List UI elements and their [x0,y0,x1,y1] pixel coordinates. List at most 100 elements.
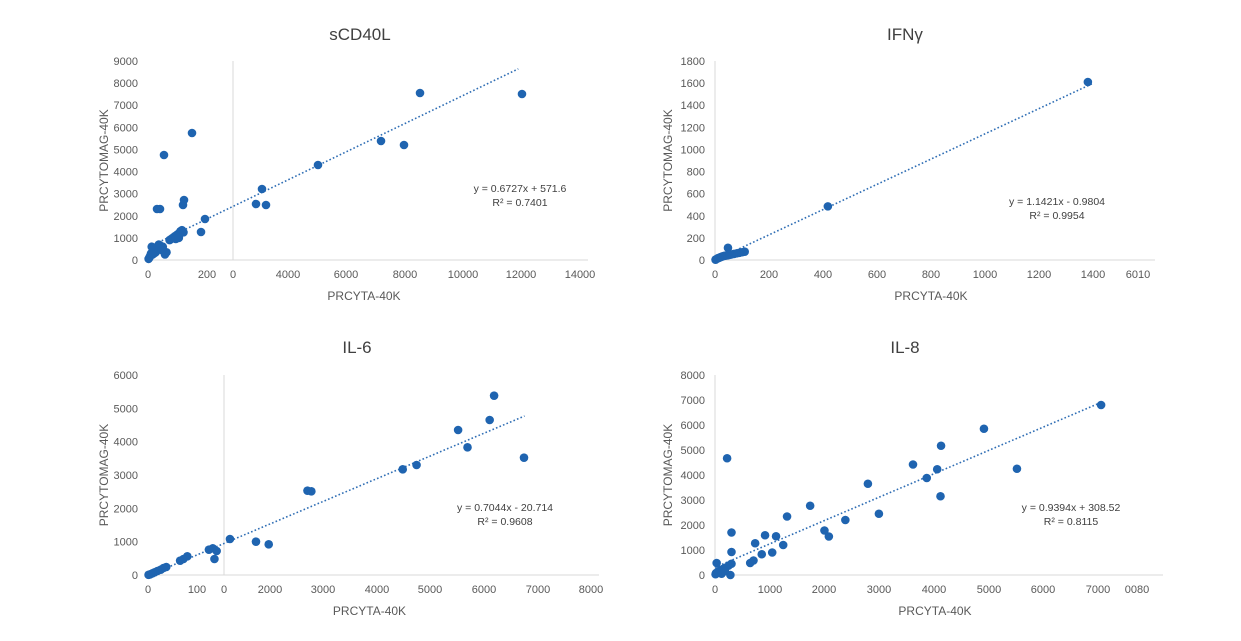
y-tick-label: 0 [699,570,705,582]
chart-il8: IL-8 0 1000 2000 3000 4000 5000 6000 7000 8000 0 10… [661,338,1163,618]
y-tick-label: 4000 [114,437,138,449]
data-point [155,204,165,214]
data-point [824,532,834,541]
data-point [212,546,221,556]
x-tick-label: 8000 [393,269,417,281]
data-point [727,528,736,537]
y-axis-label: PRCYTOMAG-40K [661,424,675,526]
x-tick-label: 14000 [565,269,596,281]
r-squared-label: R² = 0.9608 [477,516,532,528]
y-axis-label: PRCYTOMAG-40K [97,424,111,526]
data-point [1012,464,1022,474]
data-point [307,487,316,496]
data-point [778,540,788,550]
x-tick-label: 5000 [418,584,442,596]
data-point [932,464,942,474]
y-tick-label: 1000 [114,233,138,245]
data-point [489,391,499,400]
data-point [519,453,529,462]
x-axis-label: PRCYTA-40K [894,289,967,303]
x-tick-label: 4000 [922,584,946,596]
data-point [159,150,169,160]
data-point [251,537,261,546]
data-point [485,415,494,425]
data-point [841,515,850,525]
data-point [1096,400,1106,410]
r-squared-label: R² = 0.8115 [1044,516,1099,528]
r-squared-label: R² = 0.7401 [492,197,547,209]
x-tick-label: 400 [814,269,832,281]
data-point [399,140,409,150]
y-tick-label: 400 [687,211,705,223]
data-point [745,558,755,568]
data-point [727,547,736,557]
y-tick-label: 6000 [114,370,138,382]
data-point [453,425,463,435]
y-tick-label: 200 [687,233,705,245]
data-point [175,556,185,565]
data-point [936,491,945,501]
data-point [257,184,267,194]
y-tick-label: 600 [687,189,705,201]
data-point [908,460,918,469]
y-tick-label: 7000 [681,395,705,407]
y-tick-label: 1000 [681,545,705,557]
data-point [196,227,206,237]
y-tick-label: 1000 [114,537,138,549]
data-point [200,214,210,224]
y-tick-label: 5000 [681,445,705,457]
x-tick-label: 0 [145,584,151,596]
chart-title: IL-8 [890,338,919,357]
data-point [225,534,235,544]
x-axis-label: PRCYTA-40K [333,604,406,618]
data-point [210,554,219,564]
data-point [179,195,189,205]
r-squared-label: R² = 0.9954 [1029,210,1084,222]
x-tick-label: 7000 [1086,584,1110,596]
x-axis-label: PRCYTA-40K [327,289,400,303]
x-axis-label: PRCYTA-40K [898,604,971,618]
x-tick-label: 0080 [1125,584,1149,596]
data-point [782,512,792,521]
data-point [148,250,157,259]
data-point [767,548,777,557]
data-point [720,566,730,576]
y-tick-label: 4000 [681,470,705,482]
data-point [157,245,167,255]
x-tick-label: 0 [712,269,718,281]
data-point [204,545,214,554]
y-tick-label: 8000 [114,78,138,90]
data-point [874,509,884,519]
data-point [922,473,932,483]
trendline-equation: y = 0.7044x - 20.714 [457,502,553,514]
y-tick-label: 6000 [114,122,138,134]
data-point [251,199,261,209]
chart-title: sCD40L [329,25,390,44]
trendline-equation: y = 0.6727x + 571.6 [474,183,567,195]
trendline [147,68,519,249]
trendline-equation: y = 1.1421x - 0.9804 [1009,196,1105,208]
x-tick-label: 2000 [812,584,836,596]
data-point [412,460,421,470]
y-tick-label: 1000 [681,144,705,156]
x-tick-label: 3000 [867,584,891,596]
data-point [712,558,721,568]
x-tick-label: 10000 [448,269,479,281]
x-tick-label: 800 [922,269,940,281]
data-point [261,200,271,210]
chart-title: IFNγ [887,25,923,44]
data-point [771,531,781,541]
x-tick-label: 0 [230,269,236,281]
y-tick-label: 3000 [114,189,138,201]
data-point [187,128,197,138]
data-point [823,202,833,211]
y-tick-label: 1600 [681,78,705,90]
data-point [376,136,386,146]
y-tick-label: 9000 [114,56,138,68]
data-point [144,570,153,580]
y-tick-label: 0 [699,255,705,267]
data-point [264,540,274,549]
y-tick-label: 5000 [114,403,138,415]
y-tick-label: 3000 [114,470,138,482]
data-point [863,479,873,489]
